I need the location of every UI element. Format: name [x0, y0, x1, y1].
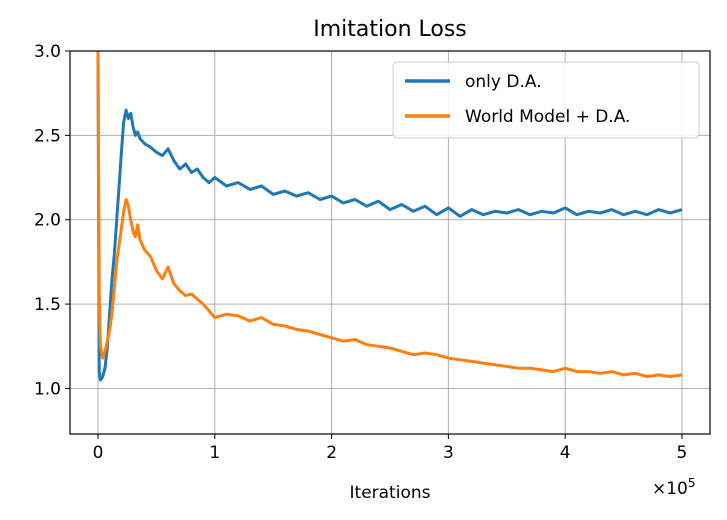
x-tick-label-4: 4: [560, 443, 571, 463]
series-layer: [96, 51, 683, 382]
legend-label-only-da: only D.A.: [465, 72, 542, 92]
y-tick-label-0: 1.0: [34, 379, 61, 399]
plot-frame: [69, 50, 711, 435]
legend-label-world-model-da: World Model + D.A.: [465, 107, 630, 127]
x-tick-label-2: 2: [326, 443, 337, 463]
x-axis-label: Iterations: [350, 483, 431, 503]
x-tick-label-3: 3: [443, 443, 454, 463]
x-tick-label-0: 0: [93, 443, 104, 463]
y-tick-label-3: 2.5: [34, 126, 61, 146]
x-tick-label-1: 1: [209, 443, 220, 463]
x-axis-multiplier: ×105: [652, 476, 696, 499]
x-axis-ticks: 0 1 2 3 4 5: [93, 434, 688, 463]
series-line-1: [96, 51, 683, 379]
legend-box: [392, 61, 700, 139]
y-tick-label-1: 1.5: [34, 295, 61, 315]
y-axis-ticks: 1.0 1.5 2.0 2.5 3.0: [34, 42, 70, 399]
y-tick-label-4: 3.0: [34, 42, 61, 62]
chart-title: Imitation Loss: [313, 17, 467, 42]
x-tick-label-5: 5: [677, 443, 688, 463]
legend: only D.A. World Model + D.A.: [392, 61, 700, 139]
y-tick-label-2: 2.0: [34, 211, 61, 231]
x-axis-multiplier-base: ×10: [652, 479, 688, 499]
series-line-0: [96, 51, 683, 382]
x-axis-multiplier-exponent: 5: [688, 476, 696, 490]
